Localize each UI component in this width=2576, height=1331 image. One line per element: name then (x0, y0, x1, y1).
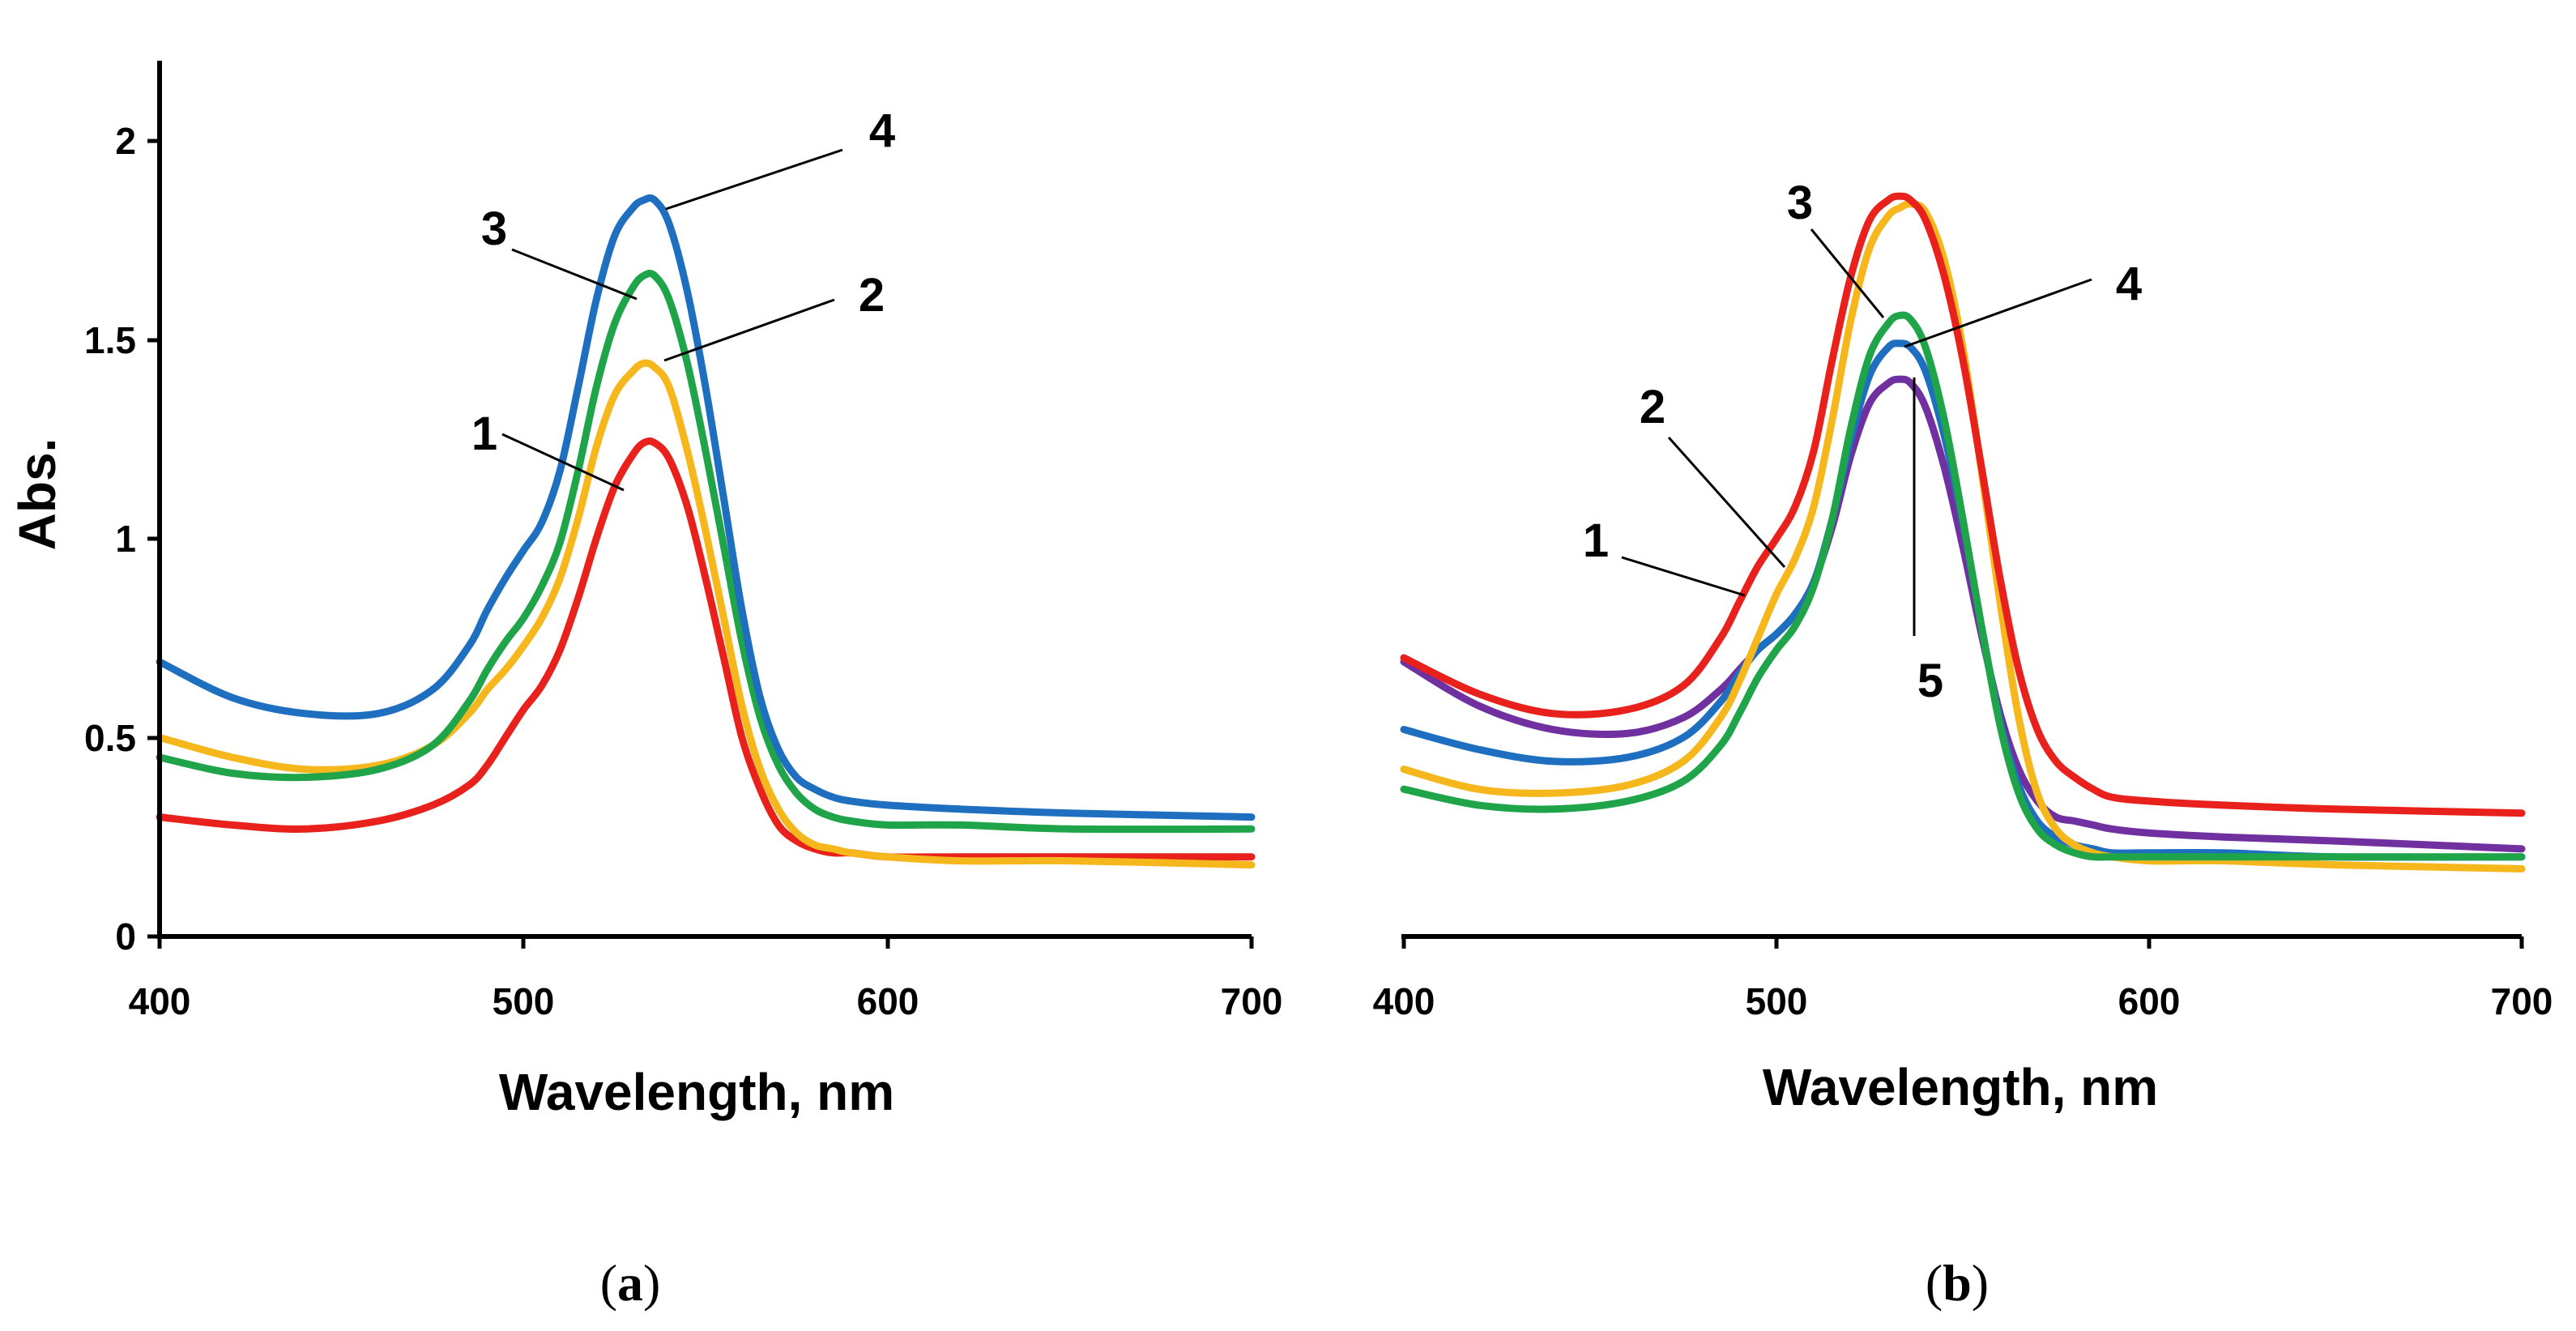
x-tick-label: 400 (129, 980, 191, 1022)
caption-a: (a) (600, 1254, 661, 1312)
leader-line-a3 (511, 248, 638, 301)
y-tick-label: 2 (115, 120, 136, 162)
series-line-b-3 (1400, 311, 2526, 861)
leader-line-b3 (1810, 228, 1885, 318)
leader-line-a2 (663, 298, 835, 362)
chart-panel-b: 400 500 600 700 Wavelength, nm 1 2 3 4 5… (1373, 177, 2553, 1312)
y-axis-title-a: Abs. (8, 438, 66, 551)
curve-label-a1: 1 (471, 407, 497, 460)
series-layer-b (1400, 192, 2526, 872)
x-tick-label: 700 (2491, 980, 2553, 1022)
series-layer-a (156, 194, 1256, 869)
chart-panel-a: 0 0.5 1 1.5 2 400 500 600 700 Wavelength… (8, 61, 1282, 1312)
x-tick-label: 500 (493, 980, 555, 1022)
y-tick-label: 1 (115, 518, 136, 560)
series-line-a-3 (156, 270, 1256, 834)
series-line-b-4 (1400, 339, 2526, 861)
curve-label-b5: 5 (1917, 655, 1943, 707)
curve-label-a2: 2 (859, 269, 885, 322)
x-tick-label: 600 (857, 980, 919, 1022)
curve-label-b2: 2 (1640, 381, 1665, 433)
x-tick-label: 600 (2118, 980, 2181, 1022)
series-line-a-2 (156, 359, 1256, 869)
y-tick-label: 1.5 (84, 319, 136, 361)
leader-line-b4 (1904, 278, 2092, 348)
caption-b: (b) (1926, 1254, 1989, 1312)
curve-label-a3: 3 (481, 203, 507, 255)
leader-line-b1 (1621, 556, 1746, 597)
leader-line-b2 (1667, 437, 1786, 568)
x-axis-title-a: Wavelength, nm (499, 1063, 894, 1121)
x-tick-label: 700 (1221, 980, 1283, 1022)
x-tick-label: 500 (1746, 980, 1808, 1022)
curve-label-b3: 3 (1787, 177, 1813, 229)
series-line-b-5 (1400, 375, 2526, 853)
curve-label-b4: 4 (2116, 258, 2142, 310)
y-tick-label: 0 (115, 915, 136, 958)
y-tick-label: 0.5 (84, 717, 136, 759)
x-axis-title-b: Wavelength, nm (1763, 1058, 2158, 1116)
series-line-a-4 (156, 194, 1256, 821)
x-tick-label: 400 (1373, 980, 1435, 1022)
leader-line-a1 (501, 433, 625, 492)
series-line-a-1 (156, 437, 1256, 861)
curve-label-a4: 4 (869, 105, 895, 157)
leader-line-a4 (665, 148, 843, 211)
series-line-b-1 (1400, 192, 2526, 817)
curve-label-b1: 1 (1583, 514, 1609, 567)
